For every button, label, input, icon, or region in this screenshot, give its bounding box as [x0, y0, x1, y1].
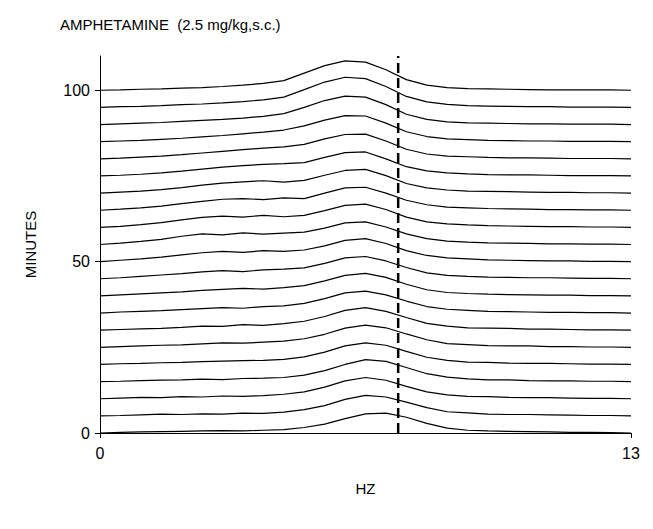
svg-text:AMPHETAMINE (2.5 mg/kg,s.c.): AMPHETAMINE (2.5 mg/kg,s.c.): [60, 16, 281, 33]
svg-text:0: 0: [81, 425, 90, 442]
svg-text:13: 13: [622, 445, 640, 462]
svg-text:50: 50: [72, 253, 90, 270]
svg-text:HZ: HZ: [356, 480, 376, 497]
svg-text:MINUTES: MINUTES: [22, 211, 39, 279]
svg-text:100: 100: [63, 82, 90, 99]
svg-text:0: 0: [96, 445, 105, 462]
